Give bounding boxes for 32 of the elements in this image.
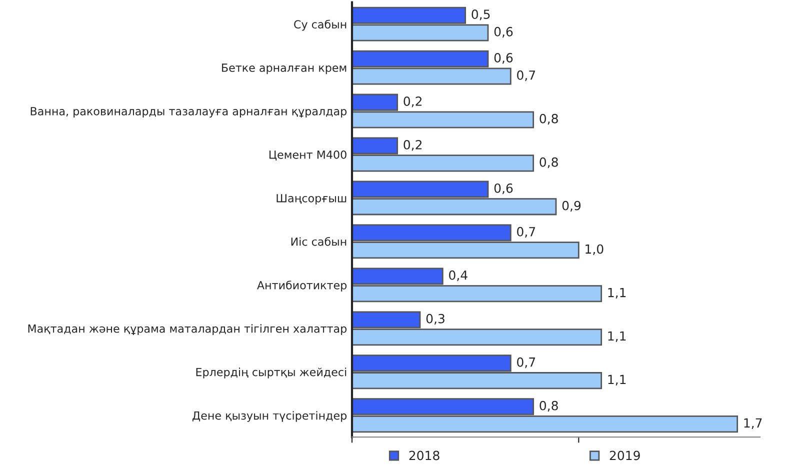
data-label: 0,7 xyxy=(517,70,536,82)
data-label: 0,6 xyxy=(494,26,513,38)
data-label: 0,2 xyxy=(404,96,422,108)
legend-label: 2019 xyxy=(610,450,640,460)
data-label: 0,7 xyxy=(517,357,536,368)
legend-label: 2018 xyxy=(409,450,440,460)
data-label: 1,1 xyxy=(608,288,626,299)
data-label: 0,8 xyxy=(540,114,558,125)
y-tick-label: Ванна, раковиналарды тазалауға арналған құралдар xyxy=(30,107,347,118)
y-tick-label: Су сабын xyxy=(294,20,346,31)
y-tick-label: Ерлердің сыртқы жейдесі xyxy=(196,368,346,378)
data-label: 1,1 xyxy=(608,374,626,386)
data-label: 0,2 xyxy=(404,140,422,151)
y-tick-label: Антибиотиктер xyxy=(257,280,347,292)
data-label: 0,8 xyxy=(540,400,558,412)
data-label: 1,1 xyxy=(608,331,626,342)
y-tick-label: Иіс сабын xyxy=(291,237,346,246)
y-tick-label: Бетке арналған крем xyxy=(222,64,346,74)
data-label: 1,7 xyxy=(744,418,762,429)
y-tick-label: Дене қызуын түсіретіндер xyxy=(192,411,347,422)
data-label: 0,9 xyxy=(562,200,581,212)
data-label: 0,4 xyxy=(449,270,468,282)
data-label: 0,7 xyxy=(517,226,536,238)
y-tick-label: Мақтадан және құрама маталардан тігілген халаттар xyxy=(28,324,347,335)
y-tick-label: Цемент М400 xyxy=(269,150,346,160)
data-label: 0,8 xyxy=(540,157,558,168)
y-tick-label: Шаңсорғыш xyxy=(276,194,346,205)
data-label: 0,3 xyxy=(426,314,444,325)
data-label: 0,6 xyxy=(494,53,513,64)
data-label: 0,6 xyxy=(494,183,513,194)
data-label: 0,5 xyxy=(472,10,490,20)
data-label: 1,0 xyxy=(586,244,604,256)
